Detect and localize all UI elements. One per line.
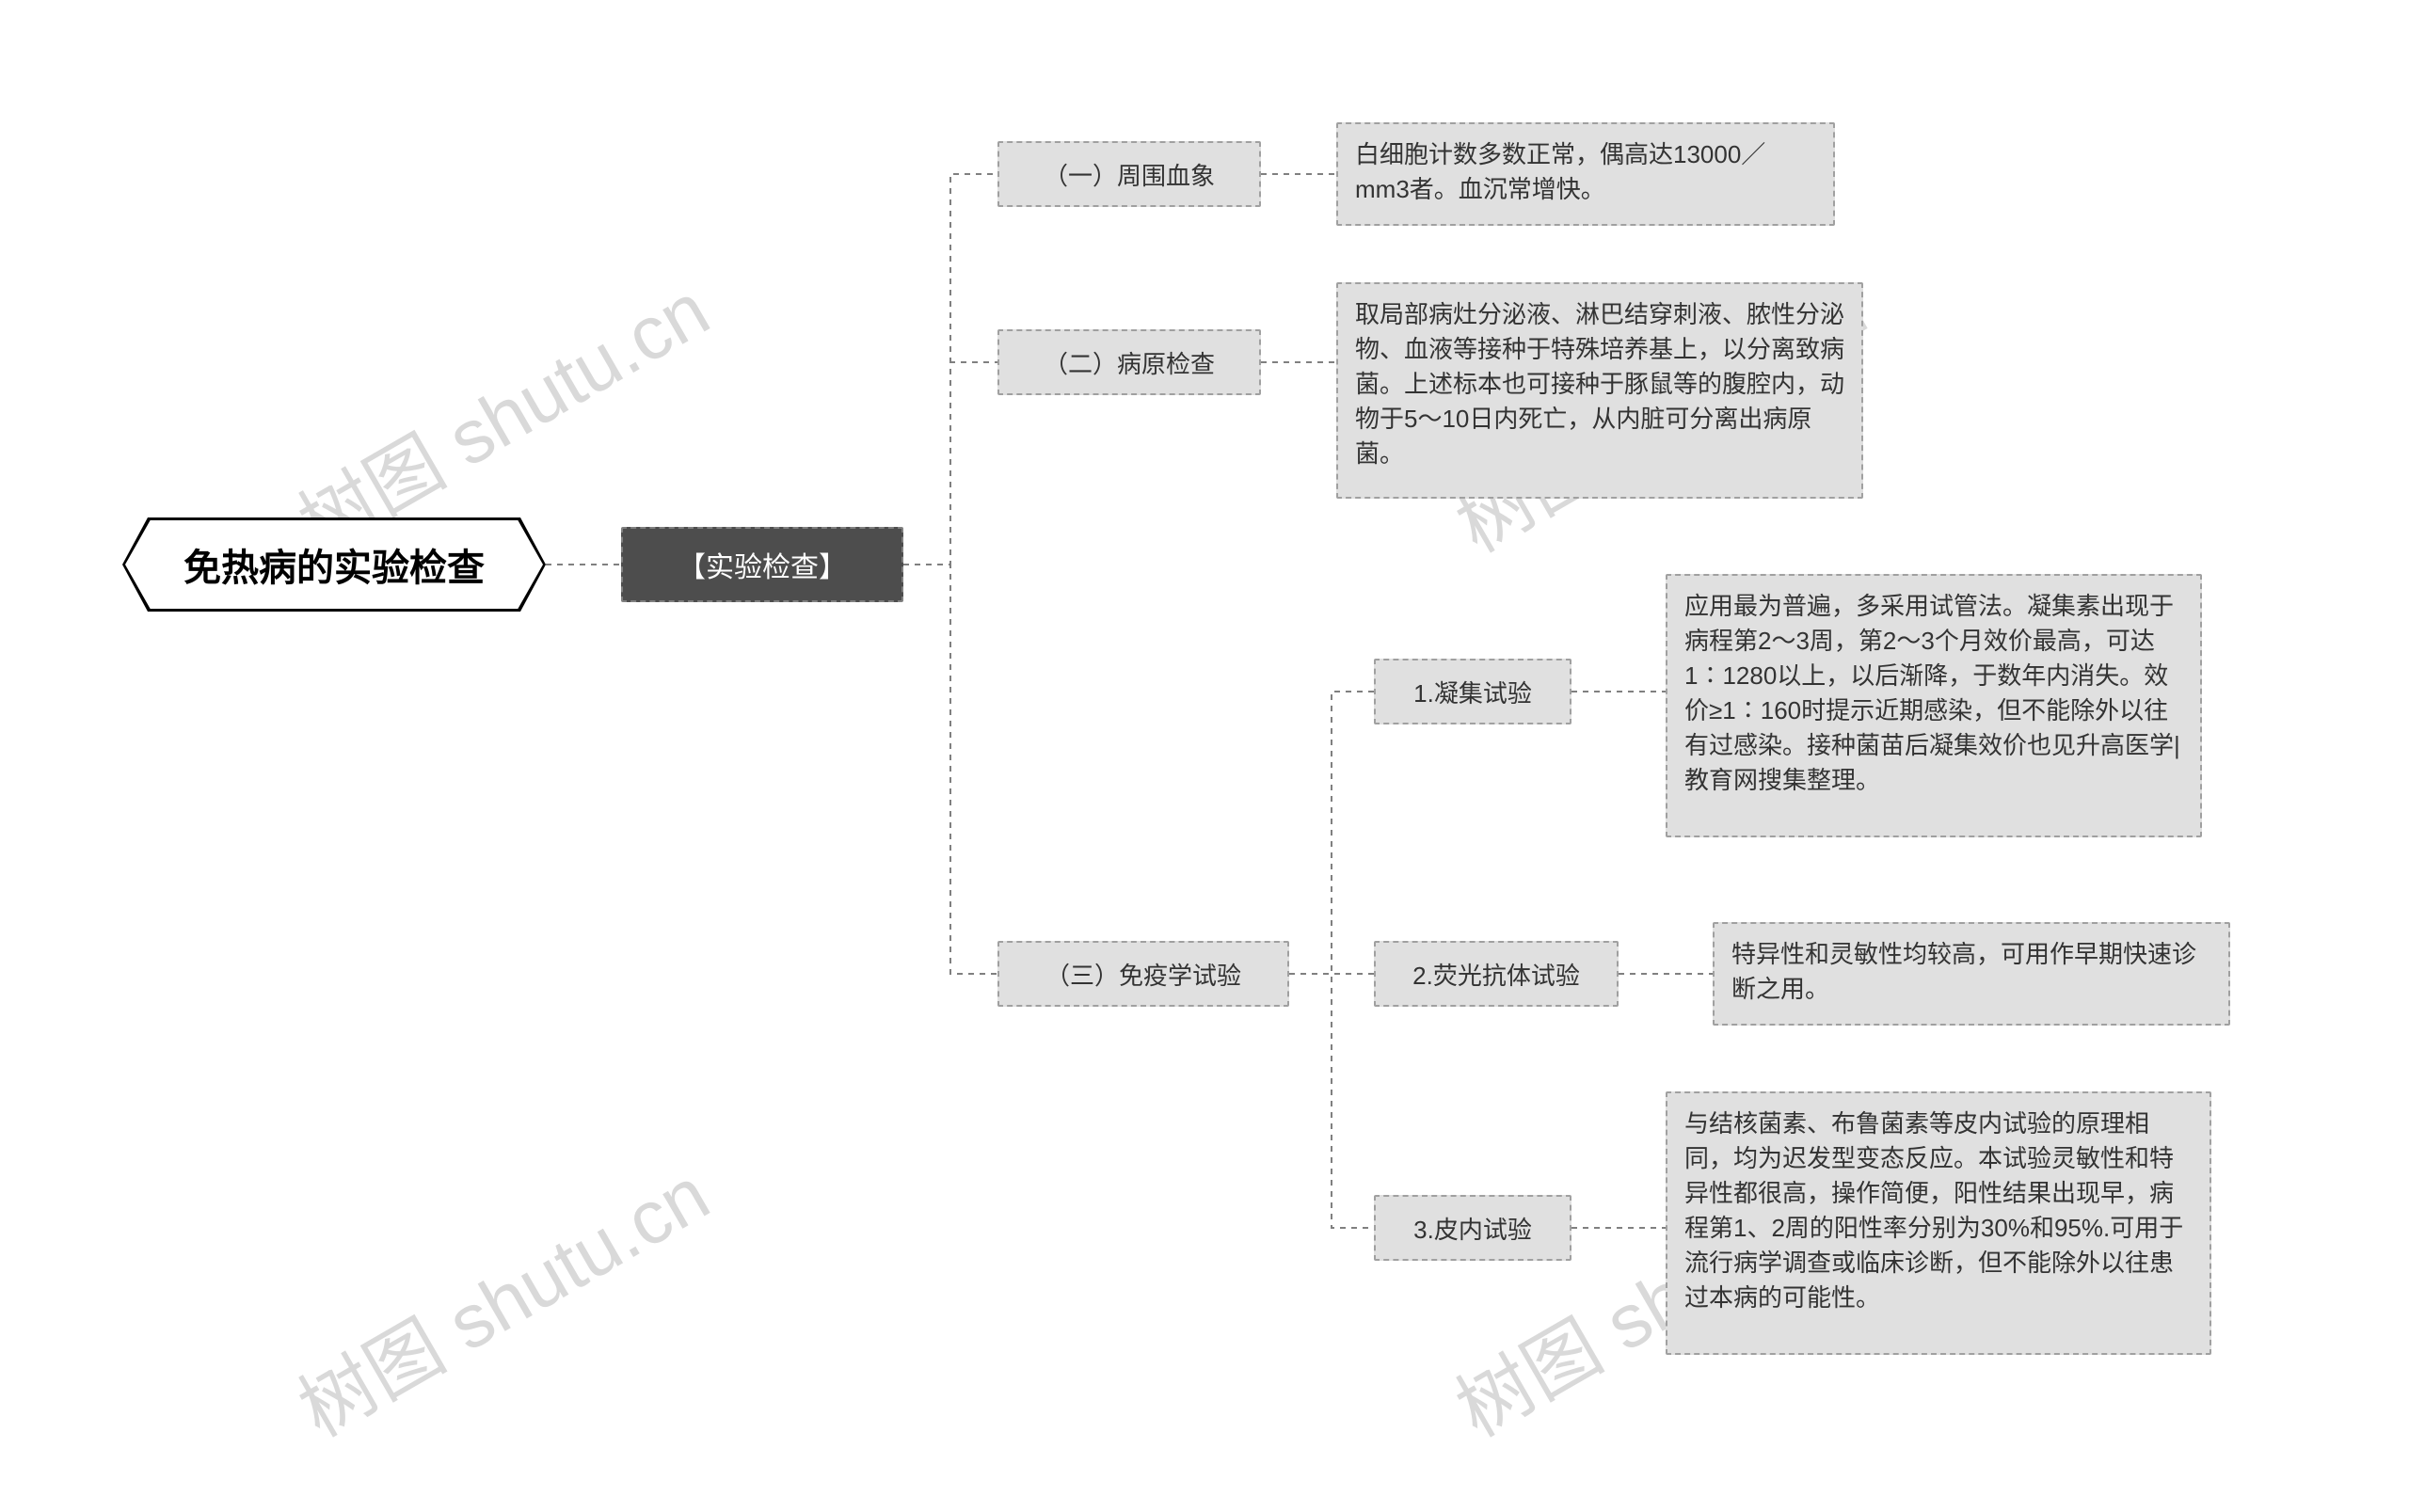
level3-detail-c3[interactable]: 与结核菌素、布鲁菌素等皮内试验的原理相同，均为迟发型变态反应。本试验灵敏性和特异… [1666, 1091, 2211, 1355]
level3-node-c3-label: 3.皮内试验 [1413, 1211, 1532, 1246]
root-label: 免热病的实验检查 [183, 537, 485, 592]
connector [903, 565, 997, 974]
level3-node-c2-label: 2.荧光抗体试验 [1412, 957, 1580, 992]
level3-detail-c3-label: 与结核菌素、布鲁菌素等皮内试验的原理相同，均为迟发型变态反应。本试验灵敏性和特异… [1684, 1109, 2183, 1312]
level3-node-c1-label: 1.凝集试验 [1413, 675, 1532, 709]
level2-node-b1-label: （一）周围血象 [1044, 157, 1215, 192]
level3-node-c2[interactable]: 2.荧光抗体试验 [1374, 941, 1619, 1007]
level1-node[interactable]: 【实验检查】 [621, 527, 903, 602]
detail-node-b1-label: 白细胞计数多数正常，偶高达13000／mm3者。血沉常增快。 [1355, 140, 1765, 203]
level3-detail-c2[interactable]: 特异性和灵敏性均较高，可用作早期快速诊断之用。 [1713, 922, 2230, 1026]
level2-node-b2-label: （二）病原检查 [1044, 345, 1215, 380]
level3-detail-c1-label: 应用最为普遍，多采用试管法。凝集素出现于病程第2～3周，第2～3个月效价最高，可… [1684, 592, 2180, 794]
detail-node-b2-label: 取局部病灶分泌液、淋巴结穿刺液、脓性分泌物、血液等接种于特殊培养基上，以分离致病… [1355, 300, 1844, 468]
detail-node-b2[interactable]: 取局部病灶分泌液、淋巴结穿刺液、脓性分泌物、血液等接种于特殊培养基上，以分离致病… [1336, 282, 1863, 499]
connector [903, 362, 997, 565]
level3-detail-c2-label: 特异性和灵敏性均较高，可用作早期快速诊断之用。 [1731, 940, 2196, 1003]
connector [1289, 692, 1374, 974]
level1-label: 【实验检查】 [678, 544, 847, 585]
level2-node-b1[interactable]: （一）周围血象 [997, 141, 1261, 207]
level2-node-b2[interactable]: （二）病原检查 [997, 329, 1261, 395]
level2-node-b3[interactable]: （三）免疫学试验 [997, 941, 1289, 1007]
detail-node-b1[interactable]: 白细胞计数多数正常，偶高达13000／mm3者。血沉常增快。 [1336, 122, 1835, 226]
level3-node-c1[interactable]: 1.凝集试验 [1374, 659, 1571, 724]
root-node[interactable]: 免热病的实验检查 [122, 517, 546, 612]
watermark: 树图 shutu.cn [276, 1136, 726, 1458]
level3-node-c3[interactable]: 3.皮内试验 [1374, 1195, 1571, 1261]
connector [903, 174, 997, 565]
connector [1289, 974, 1374, 1228]
level3-detail-c1[interactable]: 应用最为普遍，多采用试管法。凝集素出现于病程第2～3周，第2～3个月效价最高，可… [1666, 574, 2202, 837]
level2-node-b3-label: （三）免疫学试验 [1045, 957, 1241, 992]
